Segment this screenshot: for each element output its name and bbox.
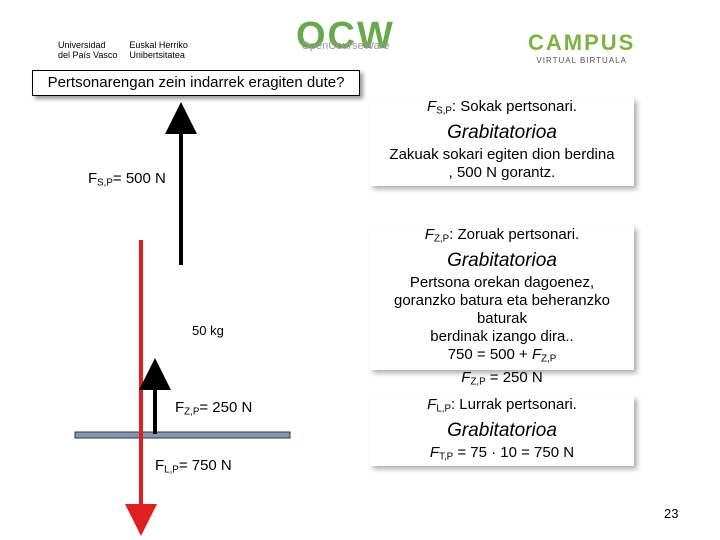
logo-text: Unibertsitatea xyxy=(129,50,185,60)
page-number: 23 xyxy=(664,506,679,521)
logo-name: CAMPUS xyxy=(528,30,636,55)
subscript: Z,P xyxy=(470,376,486,388)
symbol: F xyxy=(88,170,98,187)
symbol: F xyxy=(427,396,437,413)
box-heading: FL,P: Lurrak pertsonari. xyxy=(370,396,634,418)
symbol: F xyxy=(461,368,471,386)
symbol: F xyxy=(155,457,165,474)
value: = 750 N xyxy=(178,457,232,474)
ocw-logo: OCW OpenCourseWare xyxy=(296,15,395,57)
body-line: berdinak izango dira.. xyxy=(430,328,574,346)
value: = 500 N xyxy=(112,170,166,187)
force-label: FS,P= 500 N xyxy=(88,170,166,188)
mass-label: 50 kg xyxy=(192,323,224,338)
equation: FT,P = 75 · 10 = 750 N xyxy=(370,444,634,466)
logo-text: Euskal Herriko xyxy=(129,40,188,50)
force-label: FZ,P= 250 N xyxy=(175,399,252,417)
logo-tagline: OpenCourseWare xyxy=(301,40,390,52)
equation: 750 = 500 + FZ,P xyxy=(370,346,634,368)
eq-text: = 75 · 10 = 750 N xyxy=(453,444,575,462)
info-box: FZ,P: Zoruak pertsonari. Grabitatorioa P… xyxy=(370,226,634,387)
logo-text: del País Vasco xyxy=(58,50,118,60)
symbol: F xyxy=(531,346,542,364)
subscript: T,P xyxy=(439,451,454,463)
symbol: F xyxy=(427,98,437,115)
heading-text: : Zoruak pertsonari. xyxy=(449,226,580,243)
body-line: , 500 N gorantz. xyxy=(448,164,556,182)
heading-text: : Lurrak pertsonari. xyxy=(450,396,577,413)
logo-tagline: VIRTUAL BIRTUALA xyxy=(536,56,627,65)
heading-text: : Sokak pertsonari. xyxy=(451,98,577,115)
force-label: FL,P= 750 N xyxy=(155,457,232,475)
symbol: F xyxy=(175,399,185,416)
body-line: Pertsona orekan dagoenez, xyxy=(409,274,595,292)
floor xyxy=(74,431,291,439)
box-heading: FS,P: Sokak pertsonari. xyxy=(370,98,634,120)
value: = 250 N xyxy=(199,399,253,416)
info-box: FS,P: Sokak pertsonari. Grabitatorioa Za… xyxy=(370,98,634,186)
box-heading: FZ,P: Zoruak pertsonari. xyxy=(370,226,634,248)
box-kind: Grabitatorioa xyxy=(447,420,557,442)
subscript: Z,P xyxy=(184,406,200,418)
symbol: F xyxy=(429,444,440,462)
slide-title: Pertsonarengan zein indarrek eragiten du… xyxy=(32,70,360,96)
logo-text: Universidad xyxy=(58,40,106,50)
body-line: Zakuak sokari egiten dion berdina xyxy=(389,146,615,164)
info-box: FL,P: Lurrak pertsonari. Grabitatorioa F… xyxy=(370,396,634,466)
logo-name: OCW xyxy=(296,15,395,57)
subscript: L,P xyxy=(164,464,179,476)
eq-text: 750 = 500 + xyxy=(447,346,532,364)
subscript: S,P xyxy=(436,105,452,117)
subscript: Z,P xyxy=(433,233,450,245)
box-kind: Grabitatorioa xyxy=(447,250,557,272)
body-line: goranzko batura eta beheranzko baturak xyxy=(394,292,610,328)
symbol: F xyxy=(424,226,434,243)
subscript: S,P xyxy=(97,177,113,189)
subscript: L,P xyxy=(436,403,451,415)
campus-logo: CAMPUS VIRTUAL BIRTUALA xyxy=(528,30,635,65)
upv-logo: Universidad del País Vasco Euskal Herriko… xyxy=(58,40,188,60)
equation: FZ,P = 250 N xyxy=(370,369,634,391)
box-kind: Grabitatorioa xyxy=(447,122,557,144)
eq-text: = 250 N xyxy=(485,368,543,386)
subscript: Z,P xyxy=(541,353,557,365)
